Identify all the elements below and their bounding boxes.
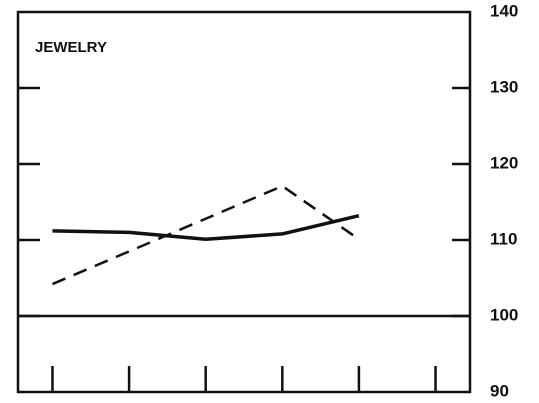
series-line [51, 184, 360, 286]
y-tick-label: 110 [490, 229, 517, 248]
y-tick-label: 90 [490, 381, 509, 400]
y-tick-label: 120 [490, 153, 518, 172]
series-line [52, 213, 360, 241]
y-tick-label: 130 [490, 77, 518, 96]
chart-title: JEWELRY [35, 39, 107, 56]
y-tick-label: 140 [490, 1, 518, 20]
y-tick-label: 100 [490, 305, 518, 324]
plot-frame [16, 10, 472, 394]
